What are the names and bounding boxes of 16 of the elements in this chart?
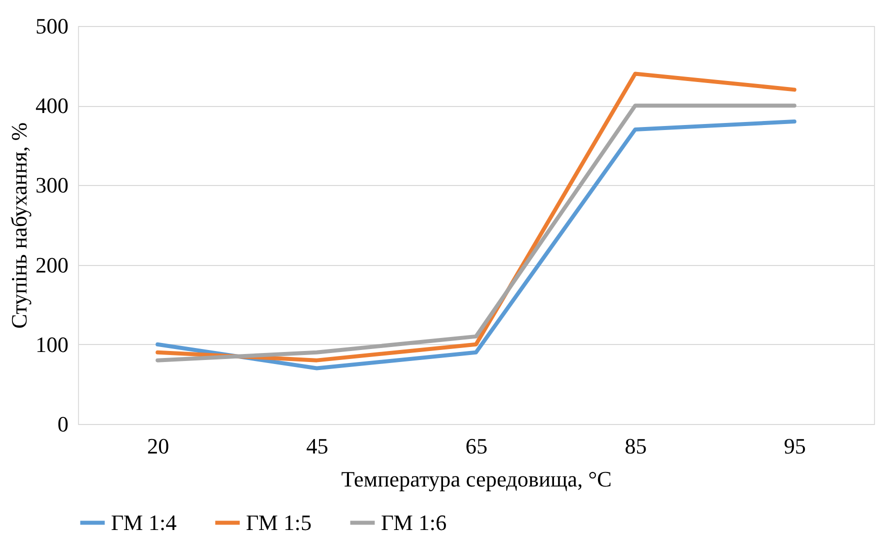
x-tick-label: 65 <box>466 434 488 458</box>
legend-label: ГМ 1:6 <box>381 510 447 535</box>
y-tick-label: 500 <box>36 14 68 38</box>
x-tick-label: 20 <box>147 434 170 458</box>
y-tick-label: 400 <box>36 93 68 118</box>
x-tick-label: 45 <box>306 434 328 458</box>
y-tick-label: 100 <box>36 332 68 357</box>
y-tick-label: 200 <box>36 252 68 278</box>
y-axis-title: Ступінь набухання, % <box>6 122 32 329</box>
x-axis-title: Температура середовища, °C <box>341 466 612 492</box>
x-tick-label: 85 <box>624 434 647 458</box>
legend-label: ГМ 1:4 <box>111 510 177 535</box>
legend-label: ГМ 1:5 <box>246 510 312 535</box>
y-tick-label: 300 <box>36 172 68 198</box>
x-tick-label: 95 <box>784 434 806 458</box>
y-tick-label: 0 <box>58 412 68 436</box>
